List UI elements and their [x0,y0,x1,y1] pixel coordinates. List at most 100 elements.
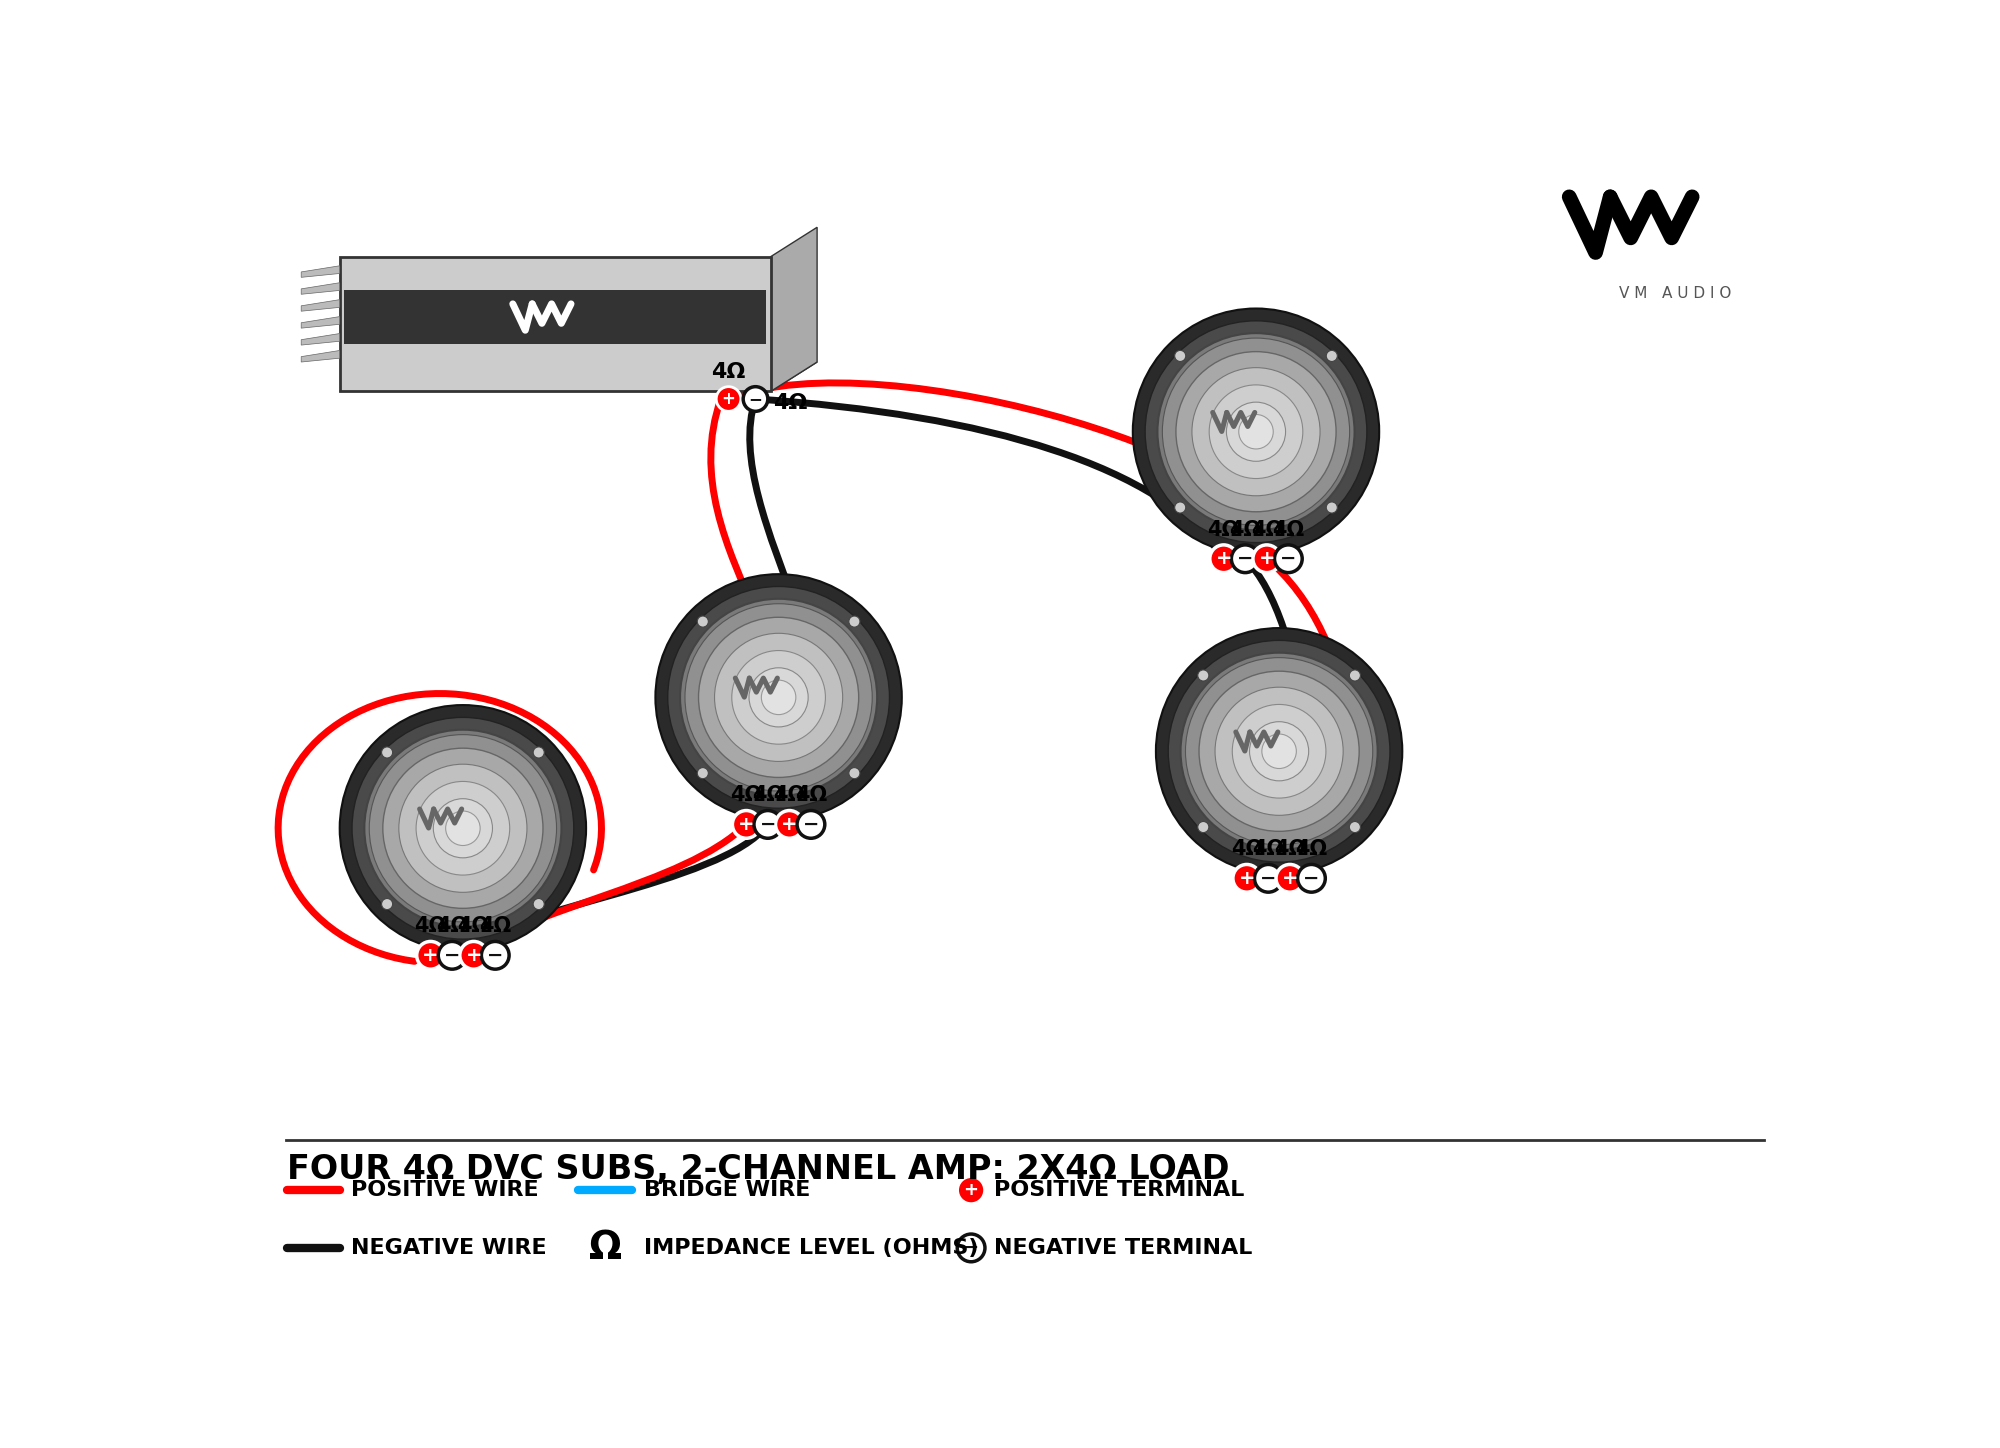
Text: −: − [1304,869,1320,888]
Text: +: + [1282,869,1298,888]
Text: POSITIVE WIRE: POSITIVE WIRE [352,1180,538,1200]
Circle shape [1232,864,1260,892]
Circle shape [446,811,480,846]
Circle shape [1158,333,1354,530]
Circle shape [416,782,510,875]
Circle shape [482,941,510,969]
Circle shape [732,811,760,838]
Circle shape [744,387,768,411]
Circle shape [534,747,544,757]
Text: IMPEDANCE LEVEL (OHMS): IMPEDANCE LEVEL (OHMS) [644,1238,978,1258]
Circle shape [382,899,392,909]
Circle shape [1174,350,1186,362]
Text: −: − [488,946,504,964]
Circle shape [1250,721,1308,780]
Text: −: − [748,390,762,408]
Circle shape [1162,337,1350,526]
Text: +: + [1238,869,1256,888]
Circle shape [382,749,542,908]
Circle shape [1238,414,1274,449]
Text: 4Ω: 4Ω [752,785,784,805]
Polygon shape [302,333,340,345]
Text: 4Ω: 4Ω [730,785,762,805]
Circle shape [714,633,842,762]
Circle shape [434,799,492,857]
Circle shape [1186,657,1372,844]
Circle shape [754,811,782,838]
Circle shape [716,387,740,411]
Circle shape [1198,821,1208,833]
Polygon shape [302,350,340,362]
Circle shape [1216,688,1344,815]
Polygon shape [302,266,340,278]
Circle shape [1232,544,1260,572]
Polygon shape [302,317,340,329]
Text: +: + [1258,549,1276,568]
Text: −: − [1260,869,1276,888]
Circle shape [1298,864,1326,892]
Circle shape [1180,653,1378,850]
Circle shape [1274,544,1302,572]
Text: 4Ω: 4Ω [1296,838,1328,859]
Circle shape [680,599,878,796]
Text: 4Ω: 4Ω [712,362,746,382]
Text: NEGATIVE WIRE: NEGATIVE WIRE [352,1238,546,1258]
Circle shape [958,1234,984,1261]
Circle shape [1350,670,1360,681]
Text: Ω: Ω [588,1229,622,1267]
Circle shape [848,767,860,779]
Circle shape [776,811,804,838]
Text: V M   A U D I O: V M A U D I O [1620,285,1732,301]
Text: −: − [444,946,460,964]
Circle shape [1174,502,1186,513]
Text: 4Ω: 4Ω [1274,838,1306,859]
Polygon shape [340,362,818,391]
Text: +: + [422,946,438,964]
Circle shape [732,650,826,744]
Polygon shape [302,282,340,294]
Text: 4Ω: 4Ω [1272,520,1304,540]
Text: 4Ω: 4Ω [414,917,446,935]
Text: 4Ω: 4Ω [794,785,828,805]
Circle shape [364,730,562,927]
Text: +: + [466,946,482,964]
Text: 4Ω: 4Ω [458,917,490,935]
Circle shape [1326,502,1338,513]
Circle shape [698,617,858,778]
Circle shape [1146,321,1366,543]
Text: −: − [964,1239,978,1257]
Circle shape [1254,864,1282,892]
Circle shape [352,717,574,940]
Text: POSITIVE TERMINAL: POSITIVE TERMINAL [994,1180,1244,1200]
Circle shape [416,941,444,969]
Circle shape [382,747,392,757]
Text: +: + [722,390,736,408]
Polygon shape [344,290,766,345]
Circle shape [1156,628,1402,875]
Circle shape [1192,368,1320,495]
Text: 4Ω: 4Ω [1208,520,1240,540]
Circle shape [1168,640,1390,862]
Text: 4Ω: 4Ω [1230,838,1262,859]
Text: 4Ω: 4Ω [1252,838,1284,859]
Circle shape [762,681,796,715]
Text: 4Ω: 4Ω [772,392,808,413]
Circle shape [750,668,808,727]
Circle shape [340,705,586,951]
Circle shape [698,615,708,627]
Circle shape [1350,821,1360,833]
Circle shape [1262,734,1296,769]
Circle shape [1232,704,1326,798]
Text: +: + [738,815,754,834]
Polygon shape [340,256,770,391]
Text: 4Ω: 4Ω [480,917,512,935]
Circle shape [370,734,556,922]
Text: 4Ω: 4Ω [436,917,468,935]
Circle shape [668,586,890,808]
Text: −: − [1238,549,1254,568]
Circle shape [438,941,466,969]
Circle shape [958,1176,984,1205]
Text: −: − [802,815,820,834]
Circle shape [1132,308,1380,555]
Circle shape [848,615,860,627]
